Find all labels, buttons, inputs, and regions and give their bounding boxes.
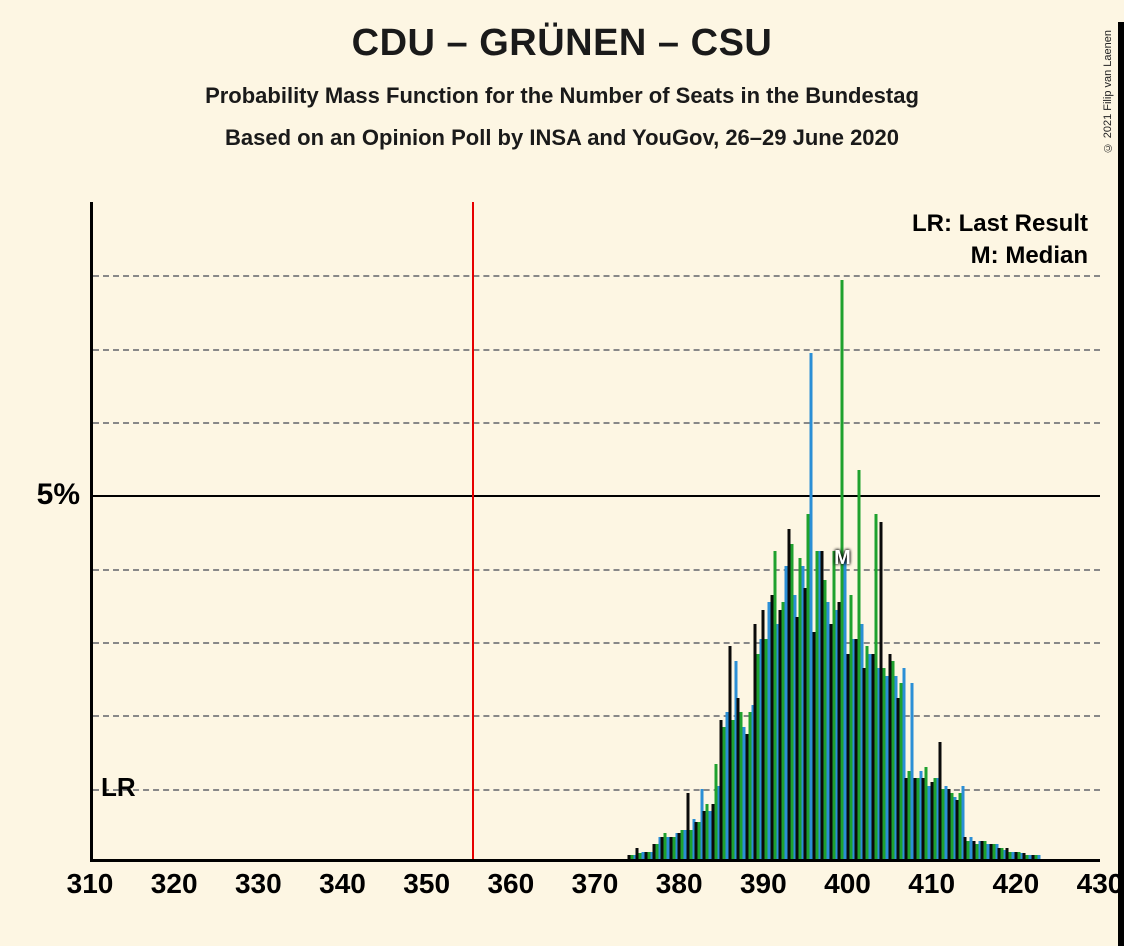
x-tick-label: 390 <box>740 868 787 900</box>
y-tick-5: 5% <box>30 478 80 512</box>
x-tick-label: 330 <box>235 868 282 900</box>
x-tick-label: 360 <box>487 868 534 900</box>
x-tick-label: 340 <box>319 868 366 900</box>
x-tick-label: 380 <box>656 868 703 900</box>
chart-subtitle-2: Based on an Opinion Poll by INSA and You… <box>0 125 1124 151</box>
bar <box>1037 855 1040 859</box>
median-label: M <box>834 547 851 570</box>
title-block: CDU – GRÜNEN – CSU Probability Mass Func… <box>0 22 1124 151</box>
x-tick-label: 310 <box>67 868 114 900</box>
x-tick-label: 430 <box>1077 868 1124 900</box>
plot-inner: LR: Last Result M: Median LR M <box>90 202 1100 862</box>
x-axis-labels: 310320330340350360370380390400410420430 <box>90 868 1100 928</box>
copyright-text: © 2021 Filip van Laenen <box>1102 30 1114 153</box>
chart-title: CDU – GRÜNEN – CSU <box>0 22 1124 65</box>
x-tick-label: 350 <box>403 868 450 900</box>
x-tick-label: 420 <box>992 868 1039 900</box>
chart-subtitle-1: Probability Mass Function for the Number… <box>0 83 1124 109</box>
x-tick-label: 410 <box>908 868 955 900</box>
bar-group <box>1031 855 1040 859</box>
last-result-label: LR <box>101 772 136 803</box>
x-tick-label: 320 <box>151 868 198 900</box>
bar-container <box>93 202 1100 859</box>
x-tick-label: 400 <box>824 868 871 900</box>
x-tick-label: 370 <box>572 868 619 900</box>
plot-area: 5% LR: Last Result M: Median LR M 310 320… <box>0 202 1124 946</box>
